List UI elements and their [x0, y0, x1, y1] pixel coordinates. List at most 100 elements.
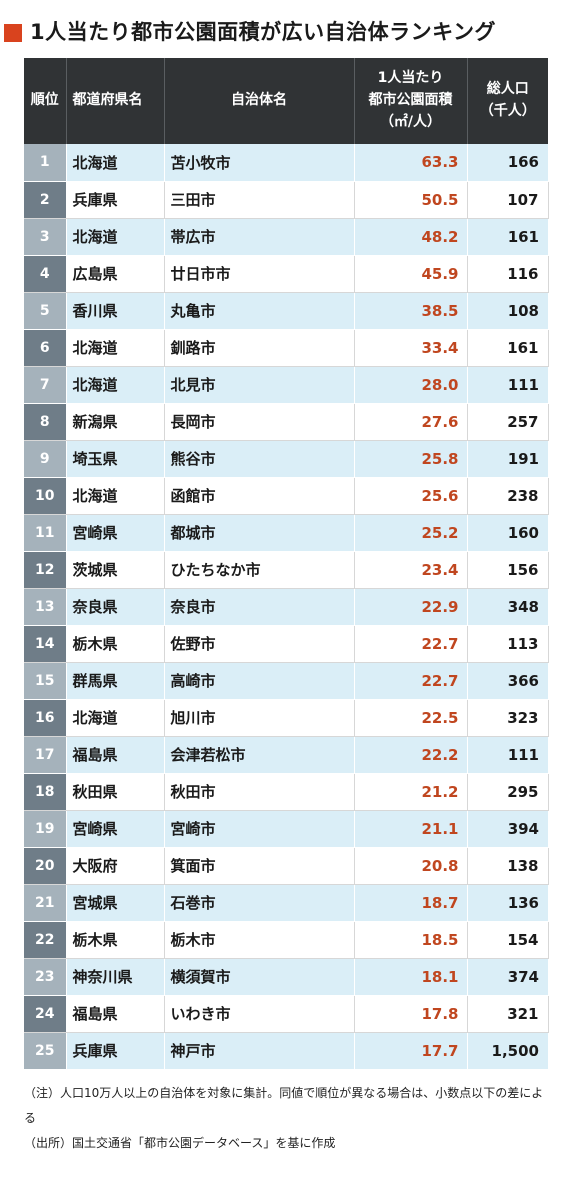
rank-cell: 22	[24, 921, 67, 959]
prefecture-cell: 栃木県	[66, 921, 165, 959]
area-cell: 25.8	[354, 440, 468, 478]
area-cell: 21.2	[354, 773, 468, 811]
header-area-line1: 1人当たり	[377, 70, 444, 87]
rank-cell: 24	[24, 995, 67, 1033]
municipality-cell: 函館市	[164, 477, 355, 515]
municipality-cell: 都城市	[164, 514, 355, 552]
table-row: 1 北海道 苫小牧市 63.3 166	[24, 144, 548, 182]
municipality-cell: 横須賀市	[164, 958, 355, 996]
table-row: 9 埼玉県 熊谷市 25.8 191	[24, 440, 548, 478]
header-municipality: 自治体名	[164, 58, 355, 144]
area-cell: 17.8	[354, 995, 468, 1033]
area-cell: 27.6	[354, 403, 468, 441]
municipality-cell: 会津若松市	[164, 736, 355, 774]
header-area-line3: （㎡/人）	[379, 113, 442, 130]
municipality-cell: 秋田市	[164, 773, 355, 811]
population-cell: 366	[467, 662, 548, 700]
header-area: 1人当たり 都市公園面積 （㎡/人）	[354, 58, 468, 144]
area-cell: 21.1	[354, 810, 468, 848]
table-row: 23 神奈川県 横須賀市 18.1 374	[24, 958, 548, 996]
rank-cell: 20	[24, 847, 67, 885]
area-cell: 22.7	[354, 662, 468, 700]
area-cell: 28.0	[354, 366, 468, 404]
prefecture-cell: 栃木県	[66, 625, 165, 663]
municipality-cell: 北見市	[164, 366, 355, 404]
table-row: 18 秋田県 秋田市 21.2 295	[24, 773, 549, 811]
population-cell: 111	[467, 366, 548, 404]
area-cell: 20.8	[354, 847, 468, 885]
prefecture-cell: 宮城県	[66, 884, 165, 922]
municipality-cell: 旭川市	[164, 699, 355, 737]
population-cell: 394	[467, 810, 548, 848]
population-cell: 238	[467, 477, 549, 515]
notes: （注）人口10万人以上の自治体を対象に集計。同値で順位が異なる場合は、小数点以下…	[24, 1081, 554, 1156]
source-note: （出所）国土交通省「都市公園データベース」を基に作成	[24, 1136, 336, 1150]
rank-cell: 1	[24, 144, 67, 182]
table-row: 25 兵庫県 神戸市 17.7 1,500	[24, 1032, 548, 1070]
prefecture-cell: 大阪府	[66, 847, 165, 885]
table-row: 11 宮崎県 都城市 25.2 160	[24, 514, 548, 552]
header-population: 総人口 （千人）	[467, 58, 548, 144]
header-pop-line2: （千人）	[479, 103, 536, 119]
population-cell: 257	[467, 403, 549, 441]
area-cell: 63.3	[354, 144, 468, 182]
table-row: 16 北海道 旭川市 22.5 323	[24, 699, 549, 737]
population-cell: 374	[467, 958, 548, 996]
title-square-icon	[4, 24, 22, 42]
population-cell: 111	[467, 736, 548, 774]
table-row: 20 大阪府 箕面市 20.8 138	[24, 847, 549, 885]
table-row: 14 栃木県 佐野市 22.7 113	[24, 625, 549, 663]
area-cell: 18.7	[354, 884, 468, 922]
municipality-cell: 高崎市	[164, 662, 355, 700]
municipality-cell: いわき市	[164, 995, 355, 1033]
prefecture-cell: 広島県	[66, 255, 165, 293]
rank-cell: 21	[24, 884, 67, 922]
municipality-cell: ひたちなか市	[164, 551, 355, 589]
prefecture-cell: 群馬県	[66, 662, 165, 700]
header-rank: 順位	[24, 58, 67, 144]
prefecture-cell: 宮崎県	[66, 514, 165, 552]
area-cell: 22.5	[354, 699, 468, 737]
prefecture-cell: 福島県	[66, 736, 165, 774]
population-cell: 161	[467, 218, 548, 256]
rank-cell: 2	[24, 181, 67, 219]
population-cell: 323	[467, 699, 549, 737]
rank-cell: 16	[24, 699, 67, 737]
rank-cell: 13	[24, 588, 67, 626]
rank-cell: 6	[24, 329, 67, 367]
population-cell: 160	[467, 514, 548, 552]
municipality-cell: 苫小牧市	[164, 144, 355, 182]
table-row: 2 兵庫県 三田市 50.5 107	[24, 181, 549, 219]
population-cell: 156	[467, 551, 549, 589]
municipality-cell: 箕面市	[164, 847, 355, 885]
table-row: 8 新潟県 長岡市 27.6 257	[24, 403, 549, 441]
rank-cell: 15	[24, 662, 67, 700]
prefecture-cell: 新潟県	[66, 403, 165, 441]
prefecture-cell: 北海道	[66, 699, 165, 737]
rank-cell: 10	[24, 477, 67, 515]
prefecture-cell: 埼玉県	[66, 440, 165, 478]
area-cell: 38.5	[354, 292, 468, 330]
area-cell: 22.7	[354, 625, 468, 663]
prefecture-cell: 北海道	[66, 329, 165, 367]
rank-cell: 3	[24, 218, 67, 256]
table-row: 24 福島県 いわき市 17.8 321	[24, 995, 549, 1033]
ranking-table: 順位 都道府県名 自治体名 1人当たり 都市公園面積 （㎡/人） 総人口 （千人…	[24, 58, 549, 1070]
rank-cell: 5	[24, 292, 67, 330]
municipality-cell: 熊谷市	[164, 440, 355, 478]
table-row: 22 栃木県 栃木市 18.5 154	[24, 921, 549, 959]
rank-cell: 9	[24, 440, 67, 478]
table-row: 10 北海道 函館市 25.6 238	[24, 477, 549, 515]
header-area-line2: 都市公園面積	[368, 92, 453, 109]
table-body: 1 北海道 苫小牧市 63.3 166 2 兵庫県 三田市 50.5 107 3 北海道 帯広市 48.2…	[24, 144, 549, 1070]
prefecture-cell: 秋田県	[66, 773, 165, 811]
area-cell: 18.5	[354, 921, 468, 959]
municipality-cell: 丸亀市	[164, 292, 355, 330]
population-cell: 107	[467, 181, 549, 219]
population-cell: 116	[467, 255, 549, 293]
table-row: 17 福島県 会津若松市 22.2 111	[24, 736, 548, 774]
table-row: 7 北海道 北見市 28.0 111	[24, 366, 548, 404]
area-cell: 18.1	[354, 958, 468, 996]
population-cell: 113	[467, 625, 549, 663]
header-pop-line1: 総人口	[486, 81, 529, 98]
